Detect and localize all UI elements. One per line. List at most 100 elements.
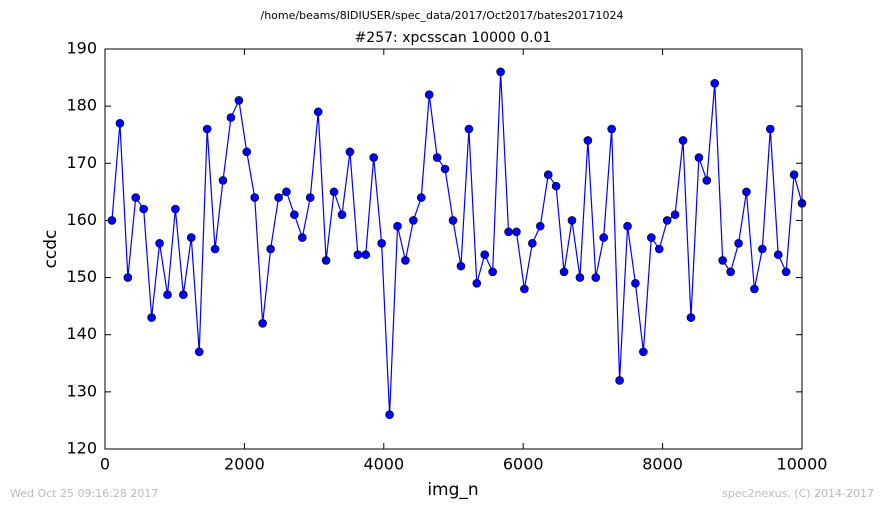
- data-point: [353, 250, 363, 260]
- data-point: [654, 244, 664, 254]
- data-point: [512, 227, 521, 237]
- data-point: [186, 233, 196, 242]
- data-point: [551, 181, 561, 191]
- y-tick-label: 190: [66, 39, 97, 58]
- data-point: [528, 238, 537, 248]
- data-point: [710, 78, 720, 88]
- data-point: [313, 107, 323, 117]
- data-point: [305, 193, 315, 202]
- data-point: [107, 216, 117, 225]
- x-axis-label: img_n: [427, 480, 478, 500]
- data-point: [567, 216, 577, 225]
- data-point: [789, 170, 799, 180]
- data-point: [464, 124, 474, 134]
- data-point: [131, 193, 141, 202]
- data-point: [734, 238, 743, 248]
- data-point: [321, 256, 331, 265]
- plot-frame: [104, 48, 803, 450]
- data-point: [147, 313, 156, 322]
- data-point: [504, 227, 513, 237]
- x-tick-label: 0: [100, 455, 110, 474]
- data-point: [623, 221, 632, 231]
- data-point: [678, 136, 688, 145]
- data-point: [742, 187, 751, 197]
- data-point: [115, 118, 125, 128]
- data-point: [583, 136, 593, 145]
- y-tick-label: 140: [66, 324, 97, 343]
- data-point: [329, 187, 339, 197]
- data-point: [456, 261, 466, 271]
- chart-title: #257: xpcsscan 10000 0.01: [355, 30, 552, 46]
- data-point: [472, 278, 482, 288]
- data-point: [274, 193, 283, 202]
- data-point: [298, 233, 307, 242]
- x-tick-label: 4000: [363, 455, 404, 474]
- data-point: [694, 153, 704, 162]
- suptitle: /home/beams/8IDIUSER/spec_data/2017/Oct2…: [261, 9, 624, 22]
- data-point: [773, 250, 783, 260]
- data-point: [662, 216, 672, 225]
- data-point: [218, 176, 228, 185]
- data-point: [337, 210, 347, 220]
- data-point: [591, 273, 601, 282]
- y-tick-label: 150: [66, 267, 97, 286]
- data-point: [535, 221, 545, 231]
- data-point: [369, 153, 378, 162]
- x-tick-label: 8000: [642, 455, 683, 474]
- data-point: [242, 147, 252, 157]
- data-point: [194, 347, 204, 357]
- data-point: [226, 113, 236, 122]
- data-point: [686, 313, 696, 322]
- data-point: [266, 244, 275, 254]
- data-point: [401, 256, 410, 265]
- data-point: [781, 267, 791, 277]
- data-point: [488, 267, 497, 277]
- data-point: [440, 164, 450, 174]
- x-tick-label: 10000: [777, 455, 828, 474]
- data-point: [607, 124, 616, 134]
- data-point: [202, 124, 212, 134]
- data-point: [448, 216, 458, 225]
- footer-right: spec2nexus, (C) 2014-2017: [722, 487, 874, 500]
- data-point: [424, 90, 434, 100]
- data-point: [163, 290, 172, 300]
- data-point: [670, 210, 680, 220]
- data-point: [750, 284, 759, 294]
- data-point: [615, 376, 624, 385]
- data-point: [718, 256, 727, 265]
- data-point: [171, 204, 180, 214]
- y-tick-label: 120: [66, 439, 97, 458]
- y-axis-label: ccdc: [41, 230, 61, 269]
- data-point: [496, 67, 505, 77]
- data-point: [393, 221, 402, 231]
- data-point: [345, 147, 355, 157]
- data-point: [702, 176, 712, 185]
- data-point: [765, 124, 775, 134]
- data-point: [575, 273, 585, 282]
- x-tick-label: 6000: [503, 455, 544, 474]
- data-point: [647, 233, 656, 242]
- data-point: [480, 250, 490, 260]
- data-point: [155, 238, 164, 248]
- data-point: [520, 284, 529, 294]
- y-tick-label: 180: [66, 96, 97, 115]
- y-tick-label: 130: [66, 381, 97, 400]
- data-point: [282, 187, 291, 197]
- data-point: [258, 318, 267, 328]
- data-line: [111, 71, 803, 415]
- data-point: [639, 347, 648, 357]
- data-point: [234, 96, 244, 105]
- data-point: [599, 233, 609, 242]
- data-point: [726, 267, 735, 277]
- data-point: [543, 170, 553, 180]
- y-tick-label: 170: [66, 153, 97, 172]
- data-point: [432, 153, 442, 162]
- footer-left: Wed Oct 25 09:16:28 2017: [10, 487, 158, 500]
- data-point: [250, 193, 260, 202]
- data-point: [385, 410, 394, 420]
- data-point: [290, 210, 299, 220]
- data-point: [361, 250, 371, 260]
- data-point: [559, 267, 569, 277]
- data-point: [631, 278, 640, 288]
